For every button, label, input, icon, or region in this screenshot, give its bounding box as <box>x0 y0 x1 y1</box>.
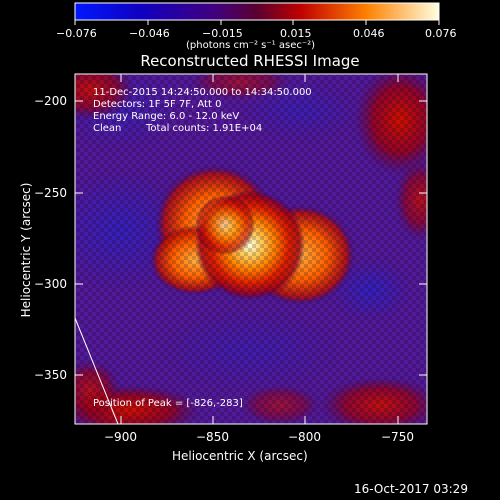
colorbar-tick-label: 0.076 <box>425 27 457 40</box>
colorbar-tick-label: −0.076 <box>56 27 97 40</box>
y-tick-label: −250 <box>34 186 67 200</box>
peak-position-text: Position of Peak = [-826,-283] <box>93 398 243 409</box>
colorbar-ticks <box>74 20 440 25</box>
x-tick-label: −850 <box>196 430 229 444</box>
algorithm-text: Clean <box>93 123 122 134</box>
energy-range-text: Energy Range: 6.0 - 12.0 keV <box>93 111 240 122</box>
y-axis-label: Heliocentric Y (arcsec) <box>19 182 33 318</box>
colorbar-unit-label: (photons cm⁻² s⁻¹ asec⁻²) <box>186 40 316 51</box>
y-tick-label: −350 <box>34 368 67 382</box>
time-range-text: 11-Dec-2015 14:24:50.000 to 14:34:50.000 <box>93 87 312 98</box>
y-axis-ticks <box>75 100 427 376</box>
y-tick-label: −200 <box>34 94 67 108</box>
solar-limb-line <box>74 317 119 425</box>
x-axis-ticks <box>120 74 399 424</box>
chart-title: Reconstructed RHESSI Image <box>140 52 360 70</box>
x-tick-label: −800 <box>288 430 321 444</box>
timestamp-footer: 16-Oct-2017 03:29 <box>354 482 468 496</box>
x-axis-label: Heliocentric X (arcsec) <box>172 449 308 463</box>
x-tick-label: −750 <box>381 430 414 444</box>
colorbar-tick-label: −0.015 <box>202 27 243 40</box>
colorbar-tick-label: 0.046 <box>353 27 385 40</box>
colorbar-tick-label: −0.046 <box>129 27 170 40</box>
plot-frame <box>74 73 428 425</box>
detectors-text: Detectors: 1F 5F 7F, Att 0 <box>93 99 222 110</box>
total-counts-text: Total counts: 1.91E+04 <box>146 123 263 134</box>
rhessi-image-map <box>75 74 427 424</box>
y-tick-label: −300 <box>34 277 67 291</box>
x-tick-label: −900 <box>104 430 137 444</box>
colorbar <box>74 2 440 21</box>
colorbar-tick-label: 0.015 <box>280 27 312 40</box>
